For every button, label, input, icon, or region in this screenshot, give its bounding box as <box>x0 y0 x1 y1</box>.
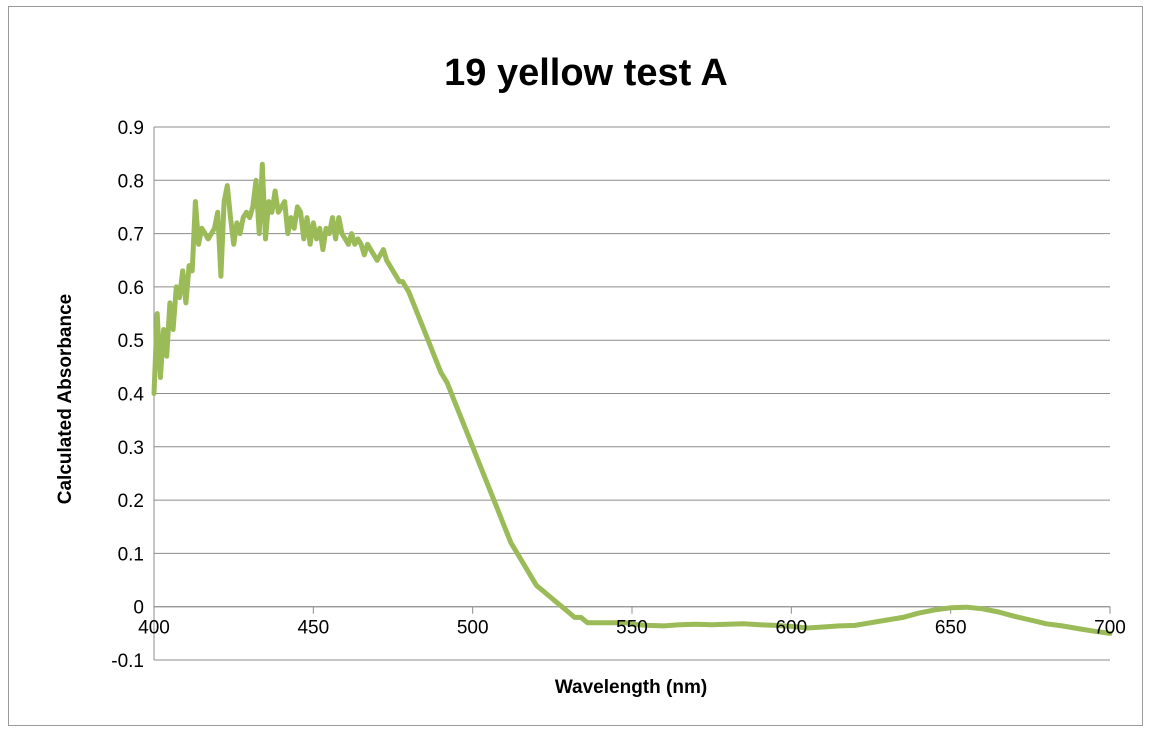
x-tick-label: 550 <box>616 618 648 639</box>
y-tick-label: 0.8 <box>118 171 144 192</box>
chart-svg: 19 yellow test A -0.1 0 0.1 0.2 0.3 0.4 0.5 0.6… <box>55 52 1126 698</box>
y-tick-label: -0.1 <box>111 651 144 672</box>
x-tick-label: 600 <box>775 618 807 639</box>
x-tick-labels: 400 450 500 550 600 650 700 <box>138 618 1126 639</box>
x-tick-label: 650 <box>935 618 967 639</box>
y-tick-label: 0.2 <box>118 491 144 512</box>
y-tick-label: 0.3 <box>118 438 144 459</box>
x-axis-title: Wavelength (nm) <box>555 677 707 698</box>
y-tick-labels: -0.1 0 0.1 0.2 0.3 0.4 0.5 0.6 0.7 0.8 0.9 <box>111 118 144 672</box>
series-line <box>151 161 1113 636</box>
y-tick-label: 0 <box>133 598 144 619</box>
x-tick-label: 700 <box>1094 618 1126 639</box>
y-tick-label: 0.1 <box>118 544 144 565</box>
x-tick-label: 500 <box>457 618 489 639</box>
y-tick-label: 0.4 <box>118 385 145 406</box>
y-tick-label: 0.7 <box>118 225 144 246</box>
y-axis-title: Calculated Absorbance <box>55 294 76 504</box>
series-layer <box>151 161 1113 636</box>
y-tick-label: 0.6 <box>118 278 144 299</box>
chart-title: 19 yellow test A <box>444 52 728 94</box>
x-tick-label: 450 <box>297 618 329 639</box>
y-tick-label: 0.9 <box>118 118 144 139</box>
chart-area: 19 yellow test A -0.1 0 0.1 0.2 0.3 0.4 0.5 0.6… <box>8 6 1143 726</box>
y-tick-label: 0.5 <box>118 331 144 352</box>
x-tick-label: 400 <box>138 618 170 639</box>
